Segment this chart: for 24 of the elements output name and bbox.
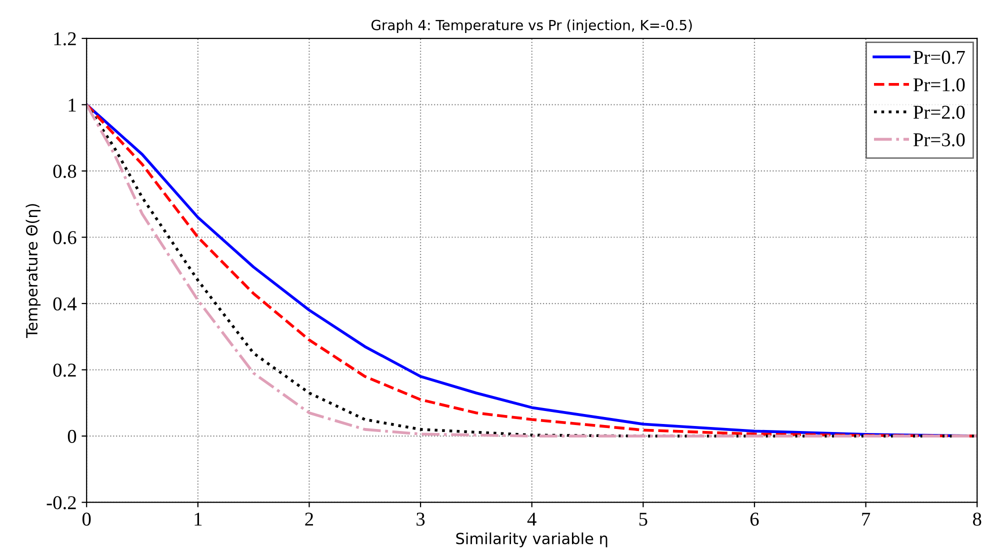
x-tick-label: 1 bbox=[194, 512, 202, 526]
legend-label: Pr=1.0 bbox=[913, 78, 965, 92]
x-axis-title: Similarity variable η bbox=[456, 532, 608, 548]
y-tick-label: 0.2 bbox=[53, 364, 76, 377]
x-tick-label: 4 bbox=[527, 512, 536, 526]
y-tick-label: 0.6 bbox=[53, 231, 76, 244]
y-tick-label: 0.4 bbox=[53, 297, 77, 311]
x-tick-label: 5 bbox=[639, 512, 648, 526]
x-tick-label: 7 bbox=[862, 512, 870, 526]
y-tick-label: 0.8 bbox=[53, 164, 76, 178]
y-tick-label: 0 bbox=[68, 430, 76, 443]
x-tick-label: 0 bbox=[82, 512, 91, 526]
y-tick-label: -0.2 bbox=[46, 496, 76, 510]
y-axis-title: Temperature Θ(η) bbox=[26, 204, 41, 338]
legend-label: Pr=2.0 bbox=[913, 106, 965, 119]
legend-label: Pr=0.7 bbox=[913, 50, 965, 64]
legend-label: Pr=3.0 bbox=[913, 133, 965, 146]
y-tick-label: 1.2 bbox=[54, 32, 76, 46]
y-tick-label: 1 bbox=[68, 98, 76, 112]
x-tick-label: 6 bbox=[750, 512, 759, 526]
chart-title: Graph 4: Temperature vs Pr (injection, K=-0.5) bbox=[371, 20, 692, 33]
x-tick-label: 3 bbox=[416, 512, 425, 526]
x-tick-label: 8 bbox=[972, 512, 982, 526]
x-tick-label: 2 bbox=[305, 512, 314, 526]
